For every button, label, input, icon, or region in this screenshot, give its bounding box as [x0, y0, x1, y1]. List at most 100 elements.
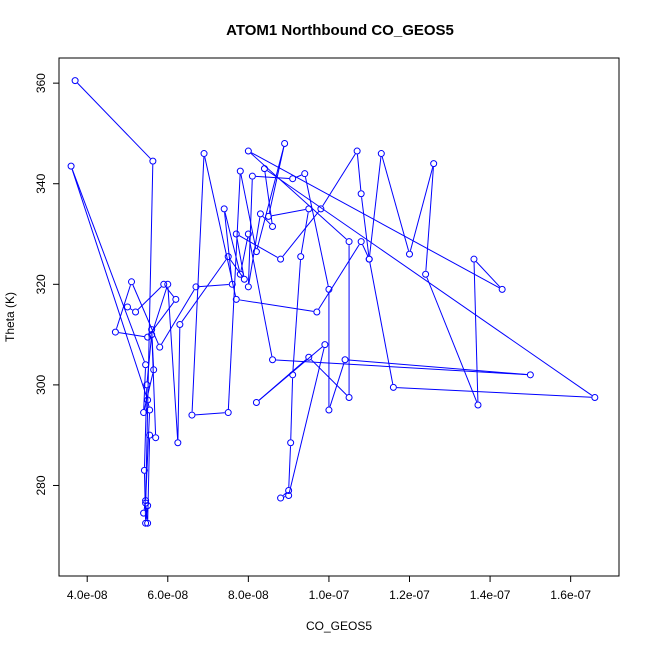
series-segment	[348, 359, 527, 376]
data-point	[150, 366, 158, 374]
series-segment	[143, 473, 147, 520]
series-segment	[256, 146, 285, 249]
data-point	[140, 466, 148, 474]
series-segment	[267, 170, 593, 396]
data-point	[345, 393, 353, 401]
series-segment	[258, 346, 323, 401]
series-segment	[130, 308, 133, 311]
series-segment	[292, 260, 301, 372]
series-segment	[151, 333, 155, 367]
data-point	[470, 255, 478, 263]
series-segment	[224, 212, 233, 281]
data-point	[128, 278, 136, 286]
data-point	[289, 371, 297, 379]
data-point	[285, 492, 293, 500]
data-point	[301, 170, 309, 178]
series-segment	[240, 237, 249, 271]
data-point	[244, 230, 252, 238]
series-segment	[268, 146, 285, 214]
series-segment	[425, 167, 434, 271]
data-point	[232, 295, 240, 303]
data-point	[406, 250, 414, 258]
series-segment	[239, 299, 314, 312]
data-point	[287, 439, 295, 447]
series-segment	[300, 212, 309, 254]
series-segment	[255, 175, 290, 179]
data-point	[269, 222, 277, 230]
data-point	[67, 162, 75, 170]
series-segment	[132, 284, 159, 345]
data-point	[317, 205, 325, 213]
series-segment	[149, 301, 175, 335]
series-segment	[473, 262, 479, 402]
data-point	[224, 253, 232, 261]
data-point	[156, 343, 164, 351]
series-segment	[167, 287, 179, 440]
data-point	[240, 275, 248, 283]
series-segment	[361, 197, 370, 256]
series-segment	[144, 388, 148, 467]
series-segment	[369, 156, 382, 256]
y-tick-label: 320	[34, 274, 48, 294]
data-point	[325, 406, 333, 414]
series-segment	[195, 412, 225, 416]
y-tick-label: 360	[34, 73, 48, 93]
series-segment	[239, 235, 278, 258]
series-segment	[152, 287, 168, 332]
data-point	[172, 295, 180, 303]
series-segment	[251, 152, 500, 289]
data-point	[176, 321, 184, 329]
x-tick-label: 8.0e-08	[228, 588, 269, 602]
data-point	[140, 409, 148, 417]
y-tick-label: 300	[34, 375, 48, 395]
series-segment	[240, 174, 257, 249]
data-point	[305, 205, 313, 213]
data-point	[260, 165, 268, 173]
data-point	[289, 175, 297, 183]
y-tick-label: 280	[34, 475, 48, 495]
data-point	[123, 303, 131, 311]
data-point	[236, 270, 244, 278]
data-point	[148, 326, 156, 334]
data-point	[244, 147, 252, 155]
data-point	[252, 248, 260, 256]
data-point	[353, 147, 361, 155]
data-point	[345, 238, 353, 246]
data-point	[244, 283, 252, 291]
data-point	[200, 150, 208, 158]
series-segment	[248, 237, 273, 357]
data-point	[144, 519, 152, 527]
series-segment	[147, 403, 150, 407]
plot-frame	[58, 57, 620, 577]
data-point	[132, 308, 140, 316]
data-point	[377, 150, 385, 158]
data-point	[256, 210, 264, 218]
data-point	[220, 205, 228, 213]
data-point	[146, 406, 154, 414]
series-segment	[236, 237, 245, 276]
x-axis: 4.0e-08 6.0e-08 8.0e-08 1.0e-07 1.2e-07 1.4e-…	[67, 576, 591, 602]
series-segment	[304, 176, 329, 287]
series-segment	[282, 211, 320, 257]
series-segment	[271, 209, 306, 217]
data-point	[142, 361, 150, 369]
data-point	[144, 396, 152, 404]
series-segment	[295, 174, 302, 178]
series-segment	[77, 82, 151, 159]
series-segment	[262, 216, 271, 225]
data-point	[281, 139, 289, 147]
series-segment	[161, 289, 195, 345]
data-point	[365, 255, 373, 263]
series-segment	[177, 328, 181, 440]
data-point	[325, 285, 333, 293]
data-point	[144, 502, 152, 510]
data-point	[252, 398, 260, 406]
data-point	[285, 487, 293, 495]
y-tick-label: 340	[34, 173, 48, 193]
data-point	[341, 356, 349, 364]
data-point	[297, 253, 305, 261]
data-point	[526, 371, 534, 379]
series-segment	[290, 378, 294, 440]
series-lines	[71, 82, 593, 520]
